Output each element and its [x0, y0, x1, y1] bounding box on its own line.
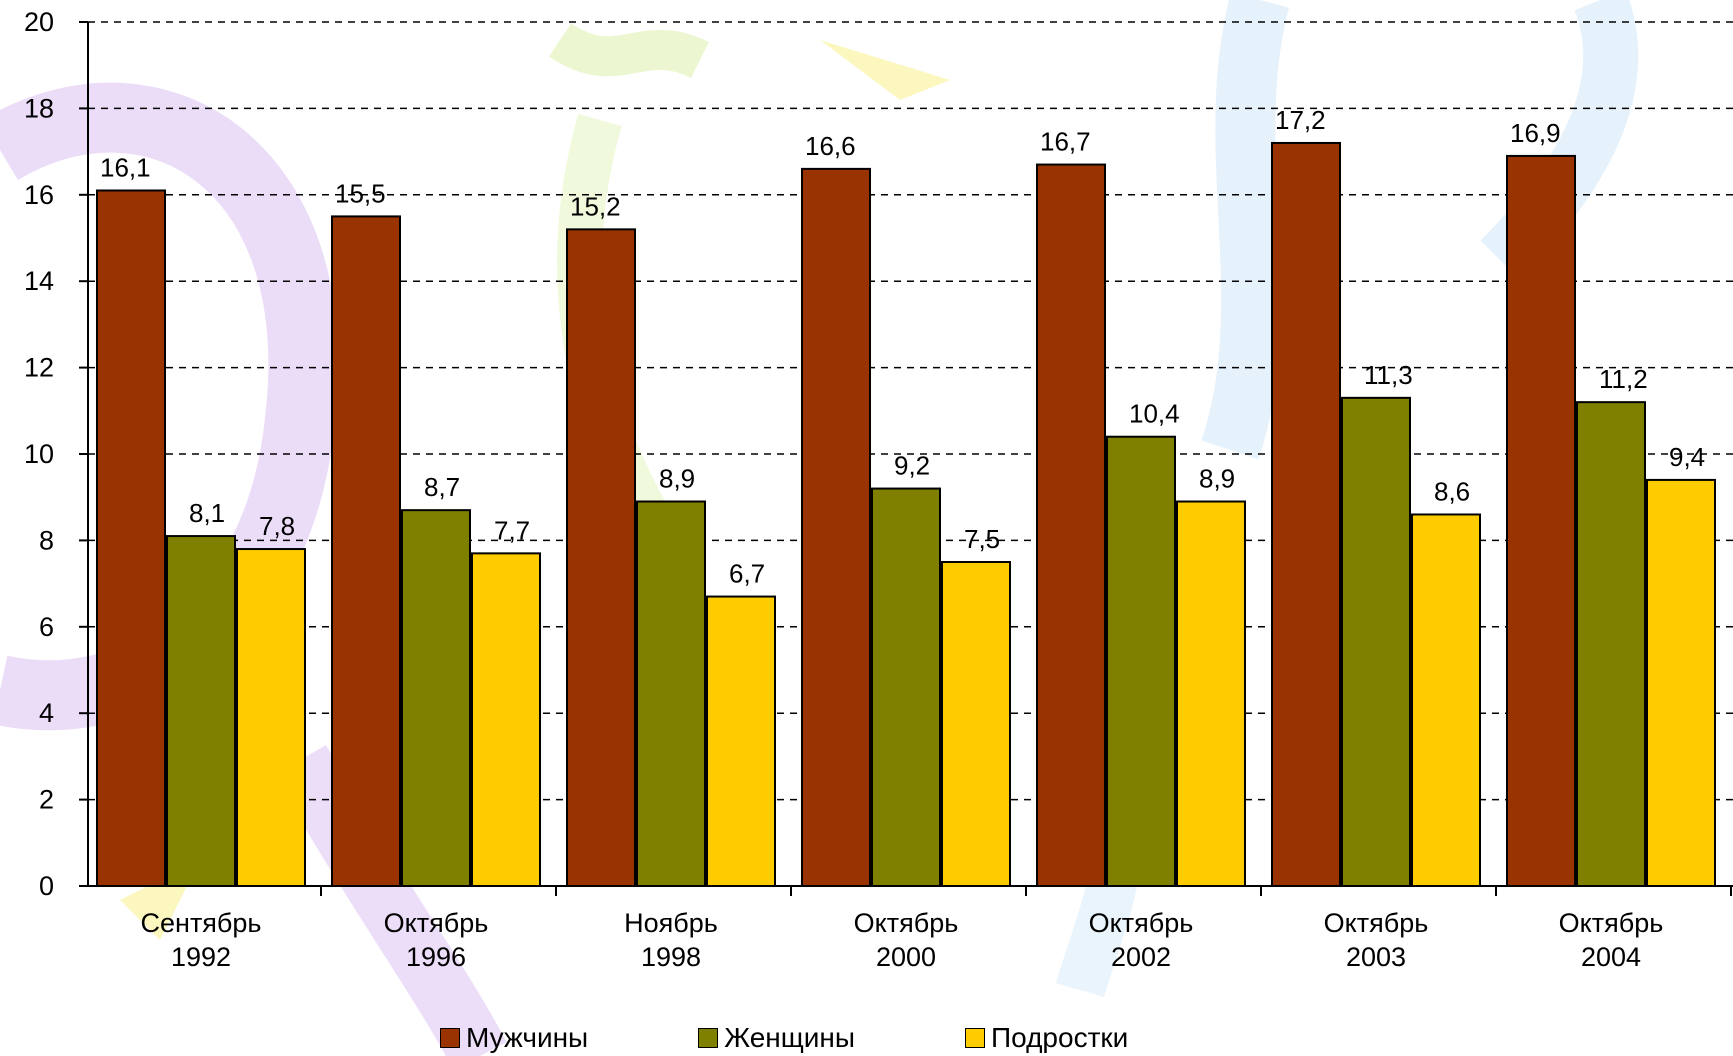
x-tick-label-year: 2002	[1111, 942, 1171, 972]
legend-item-women: Женщины	[698, 1022, 855, 1054]
bar-men	[1271, 141, 1341, 887]
data-labels: 16,1 8,1 7,8 15,5 8,7 7,7 15,2 8,9 6,7 16,6 9,2 7,5…	[100, 105, 1705, 589]
bar-women	[636, 500, 706, 887]
data-label-women: 8,1	[189, 498, 225, 528]
y-tick-label: 16	[24, 180, 54, 210]
bar-teens	[236, 548, 306, 887]
data-label-teens: 8,9	[1199, 464, 1235, 494]
bar-men	[96, 189, 166, 888]
data-label-women: 11,3	[1364, 360, 1413, 390]
data-label-men: 17,2	[1275, 105, 1326, 135]
bars	[96, 141, 1716, 888]
bar-teens	[1646, 478, 1716, 887]
x-tick-label-year: 1996	[406, 942, 466, 972]
x-tick-label-year: 1992	[171, 942, 231, 972]
data-label-teens: 7,8	[259, 511, 295, 541]
y-tick-label: 12	[24, 353, 54, 383]
legend-label-women: Женщины	[724, 1022, 855, 1053]
data-label-women: 9,2	[894, 451, 930, 481]
x-tick-label-month: Ноябрь	[624, 908, 718, 938]
y-tick-label: 20	[24, 7, 54, 37]
data-label-men: 16,7	[1040, 127, 1091, 157]
x-tick-label-year: 1998	[641, 942, 701, 972]
x-tick-label-month: Октябрь	[1089, 908, 1194, 938]
bar-teens	[706, 595, 776, 887]
bar-women	[1106, 435, 1176, 887]
bar-women	[166, 535, 236, 888]
data-label-women: 10,4	[1129, 399, 1180, 429]
bar-men	[1036, 163, 1106, 887]
axes: 0 2 4 6 8 10 12 14 16 18 20 Сентябрь 1992 Октябрь 1996…	[24, 7, 1733, 972]
data-label-men: 15,5	[335, 178, 386, 208]
data-label-teens: 8,6	[1434, 476, 1470, 506]
bar-men	[1506, 154, 1576, 888]
bar-men	[566, 228, 636, 888]
y-tick-label: 14	[24, 266, 54, 296]
bar-teens	[1176, 500, 1246, 887]
legend-swatch-teens	[965, 1028, 985, 1048]
x-tick-label-year: 2004	[1581, 942, 1641, 972]
legend-label-teens: Подростки	[991, 1022, 1129, 1053]
y-tick-label: 8	[39, 525, 54, 555]
bar-women	[871, 487, 941, 887]
data-label-men: 15,2	[570, 191, 621, 221]
legend-item-men: Мужчины	[440, 1022, 588, 1054]
bar-men	[331, 215, 401, 887]
x-tick-label-month: Сентябрь	[141, 908, 262, 938]
y-tick-label: 0	[39, 871, 54, 901]
bar-teens	[471, 552, 541, 887]
bar-teens	[1411, 513, 1481, 887]
y-tick-label: 10	[24, 439, 54, 469]
data-label-women: 8,9	[659, 464, 695, 494]
x-tick-label-year: 2000	[876, 942, 936, 972]
data-label-men: 16,9	[1510, 118, 1561, 148]
data-label-teens: 9,4	[1669, 442, 1705, 472]
legend-swatch-men	[440, 1028, 460, 1048]
legend: Мужчины Женщины Подростки	[440, 1022, 1128, 1054]
x-tick-label-year: 2003	[1346, 942, 1406, 972]
y-tick-label: 6	[39, 612, 54, 642]
data-label-men: 16,6	[805, 131, 856, 161]
data-label-women: 11,2	[1599, 364, 1648, 394]
bar-men	[801, 167, 871, 887]
y-tick-label: 2	[39, 785, 54, 815]
x-tick-label-month: Октябрь	[854, 908, 959, 938]
data-label-teens: 7,5	[964, 524, 1000, 554]
legend-item-teens: Подростки	[965, 1022, 1128, 1054]
legend-label-men: Мужчины	[466, 1022, 589, 1053]
legend-swatch-women	[698, 1028, 719, 1048]
bar-women	[1576, 401, 1646, 887]
bar-women	[1341, 396, 1411, 887]
x-tick-label-month: Октябрь	[1324, 908, 1429, 938]
y-tick-label: 18	[24, 93, 54, 123]
x-tick-label-month: Октябрь	[384, 908, 489, 938]
y-tick-label: 4	[39, 698, 54, 728]
data-label-teens: 7,7	[494, 515, 530, 545]
data-label-women: 8,7	[424, 472, 460, 502]
bar-teens	[941, 561, 1011, 887]
bar-women	[401, 509, 471, 887]
data-label-teens: 6,7	[729, 559, 765, 589]
x-tick-label-month: Октябрь	[1559, 908, 1664, 938]
data-label-men: 16,1	[100, 152, 151, 182]
